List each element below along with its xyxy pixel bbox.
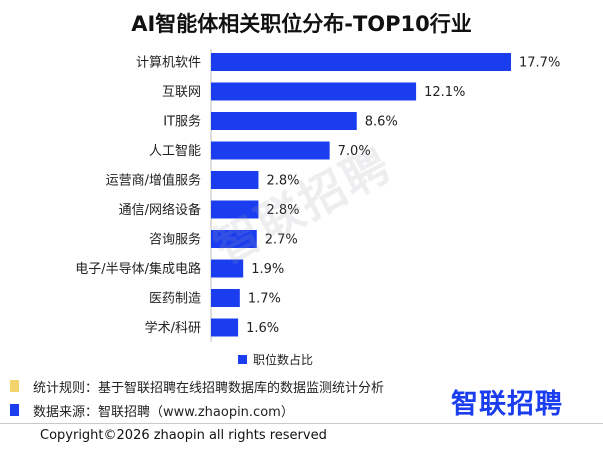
category-label: 学术/科研	[145, 320, 201, 336]
brand-logo: 智联招聘	[451, 389, 563, 420]
bar	[211, 289, 240, 307]
value-label: 2.8%	[266, 174, 299, 189]
note-rule: 统计规则：基于智联招聘在线招聘数据库的数据监测统计分析	[10, 374, 384, 398]
value-label: 17.7%	[519, 56, 560, 71]
footer-divider	[0, 423, 603, 424]
category-label: 计算机软件	[136, 56, 201, 71]
legend-swatch	[238, 355, 247, 364]
bar-chart: 计算机软件 17.7% 互联网 12.1% IT服务 8.6% 人工智能 7.0% 运营商/增值…	[75, 49, 560, 342]
legend: 职位数占比	[238, 351, 313, 368]
bar	[211, 259, 244, 278]
category-label: IT服务	[163, 114, 201, 130]
bar	[211, 318, 239, 337]
bar	[211, 171, 259, 189]
value-label: 1.7%	[248, 292, 281, 307]
blue-marker-icon	[10, 404, 19, 416]
category-label: 互联网	[162, 85, 201, 100]
bar	[211, 200, 259, 219]
category-label: 运营商/增值服务	[106, 173, 201, 189]
category-label: 人工智能	[149, 144, 201, 159]
value-label: 1.9%	[251, 262, 284, 277]
category-label: 电子/半导体/集成电路	[75, 261, 201, 277]
category-label: 医药制造	[149, 292, 201, 307]
value-label: 1.6%	[246, 321, 279, 336]
value-label: 2.8%	[266, 203, 299, 218]
bar	[211, 230, 257, 248]
bar	[211, 53, 511, 71]
chart-title: AI智能体相关职位分布-TOP10行业	[131, 12, 472, 36]
notes: 统计规则：基于智联招聘在线招聘数据库的数据监测统计分析 数据来源：智联招聘（ww…	[10, 374, 384, 422]
bar	[211, 112, 357, 130]
copyright: Copyright©2026 zhaopin all rights reserv…	[40, 428, 327, 443]
category-label: 通信/网络设备	[119, 202, 201, 218]
value-label: 2.7%	[265, 233, 298, 248]
value-label: 7.0%	[338, 144, 371, 159]
value-label: 12.1%	[424, 85, 465, 100]
bar	[211, 82, 417, 101]
value-label: 8.6%	[365, 115, 398, 130]
bar	[211, 141, 330, 160]
note-source-text: 数据来源：智联招聘（www.zhaopin.com）	[33, 404, 294, 420]
legend-label: 职位数占比	[253, 353, 314, 367]
note-source: 数据来源：智联招聘（www.zhaopin.com）	[10, 398, 384, 422]
yellow-marker-icon	[10, 380, 19, 392]
note-rule-text: 统计规则：基于智联招聘在线招聘数据库的数据监测统计分析	[33, 380, 385, 396]
category-label: 咨询服务	[149, 232, 201, 248]
